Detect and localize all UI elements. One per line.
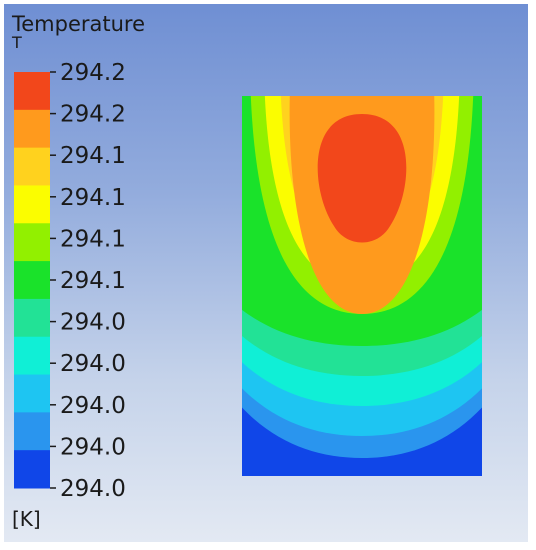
colorbar-tick-label: 294.0 xyxy=(60,351,126,377)
contour-band xyxy=(317,114,407,243)
plot-viewport: Temperature T [K] 294.2 294.2 294.1 294.1 29… xyxy=(4,4,528,542)
colorbar-tick-label: 294.0 xyxy=(60,476,126,502)
colorbar-segment xyxy=(14,374,50,413)
colorbar-tick-label: 294.0 xyxy=(60,393,126,419)
colorbar-tick-label: 294.1 xyxy=(60,143,126,169)
colorbar-segment xyxy=(14,109,50,149)
colorbar-segment xyxy=(14,450,50,489)
temperature-contour xyxy=(242,96,482,476)
colorbar-segment xyxy=(14,412,50,451)
colorbar-segment xyxy=(14,261,50,300)
legend-unit: [K] xyxy=(12,507,41,531)
colorbar-segment xyxy=(14,298,50,338)
colorbar-tick-label: 294.1 xyxy=(60,268,126,294)
colorbar-segment xyxy=(14,72,50,111)
contour-figure: 294.2 294.2 294.1 294.1 294.1 294.1 294.0 294.0… xyxy=(14,60,482,502)
colorbar-segment xyxy=(14,223,50,262)
colorbar-segment xyxy=(14,336,50,376)
colorbar-segment xyxy=(14,185,50,224)
legend-title: Temperature xyxy=(12,12,146,36)
legend-variable: T xyxy=(12,33,22,52)
colorbar-tick-label: 294.1 xyxy=(60,185,126,211)
colorbar: 294.2 294.2 294.1 294.1 294.1 294.1 294.0 294.0… xyxy=(14,60,126,502)
colorbar-tick-label: 294.2 xyxy=(60,102,126,128)
colorbar-segment xyxy=(14,147,50,186)
colorbar-tick-label: 294.2 xyxy=(60,60,126,86)
colorbar-tick-label: 294.0 xyxy=(60,434,126,460)
colorbar-tick-label: 294.1 xyxy=(60,226,126,252)
colorbar-tick-label: 294.0 xyxy=(60,310,126,336)
